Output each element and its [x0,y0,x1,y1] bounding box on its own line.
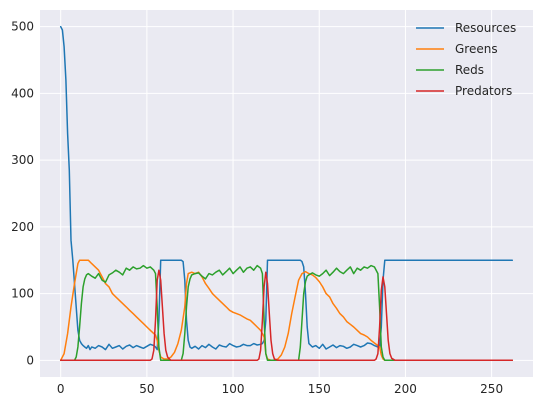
series-line-reds [59,264,514,362]
x-tick-labels: 0 50 100 150 200 250 [57,382,503,396]
series-layer [59,25,514,362]
y-tick-label: 400 [11,86,34,100]
series-line-resources [59,25,514,351]
grid-lines [40,10,533,377]
legend-label-reds: Reds [455,63,484,77]
series-line-predators [59,269,514,362]
x-tick-label: 200 [394,382,417,396]
legend-label-predators: Predators [455,84,512,98]
y-tick-label: 300 [11,153,34,167]
y-tick-label: 0 [26,353,34,367]
y-tick-label: 200 [11,220,34,234]
x-tick-label: 0 [57,382,65,396]
y-tick-label: 100 [11,287,34,301]
x-tick-label: 150 [308,382,331,396]
series-line-greens [59,259,514,362]
x-tick-label: 100 [222,382,245,396]
legend-label-greens: Greens [455,42,498,56]
y-tick-label: 500 [11,20,34,34]
plot-background [40,10,533,377]
x-tick-label: 250 [480,382,503,396]
x-tick-label: 50 [139,382,154,396]
legend-label-resources: Resources [455,21,516,35]
y-tick-labels: 0 100 200 300 400 500 [11,20,34,368]
legend: Resources Greens Reds Predators [416,21,516,98]
